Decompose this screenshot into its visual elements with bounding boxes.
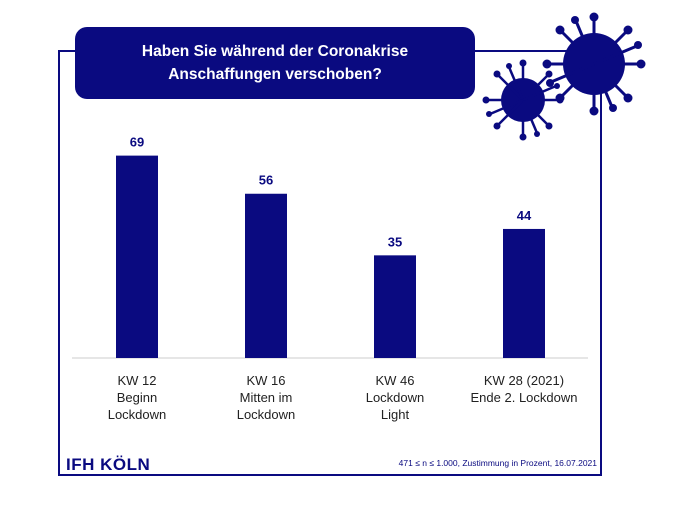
ifh-logo: IFH KÖLN — [66, 455, 151, 474]
category-label-3: KW 46 Lockdown Light — [365, 373, 425, 422]
category-label-1: KW 12 Beginn Lockdown — [107, 373, 167, 422]
bar-1 — [116, 155, 158, 358]
bar-2 — [245, 193, 287, 358]
chart-title: Haben Sie während der Coronakrise Anscha… — [75, 27, 475, 99]
category-label-2: KW 16 Mitten im Lockdown — [236, 373, 296, 422]
virus-icon-large — [542, 12, 646, 116]
data-label-2: 56 — [259, 173, 273, 188]
data-label-1: 69 — [130, 135, 144, 150]
category-label-4: KW 28 (2021) Ende 2. Lockdown — [470, 373, 578, 405]
data-label-4: 44 — [517, 208, 532, 223]
data-label-3: 35 — [388, 234, 402, 249]
bar-3 — [374, 255, 416, 358]
bar-4 — [503, 228, 545, 358]
footnote: 471 ≤ n ≤ 1.000, Zustimmung in Prozent, … — [398, 458, 597, 468]
virus-icon-small — [482, 59, 564, 141]
